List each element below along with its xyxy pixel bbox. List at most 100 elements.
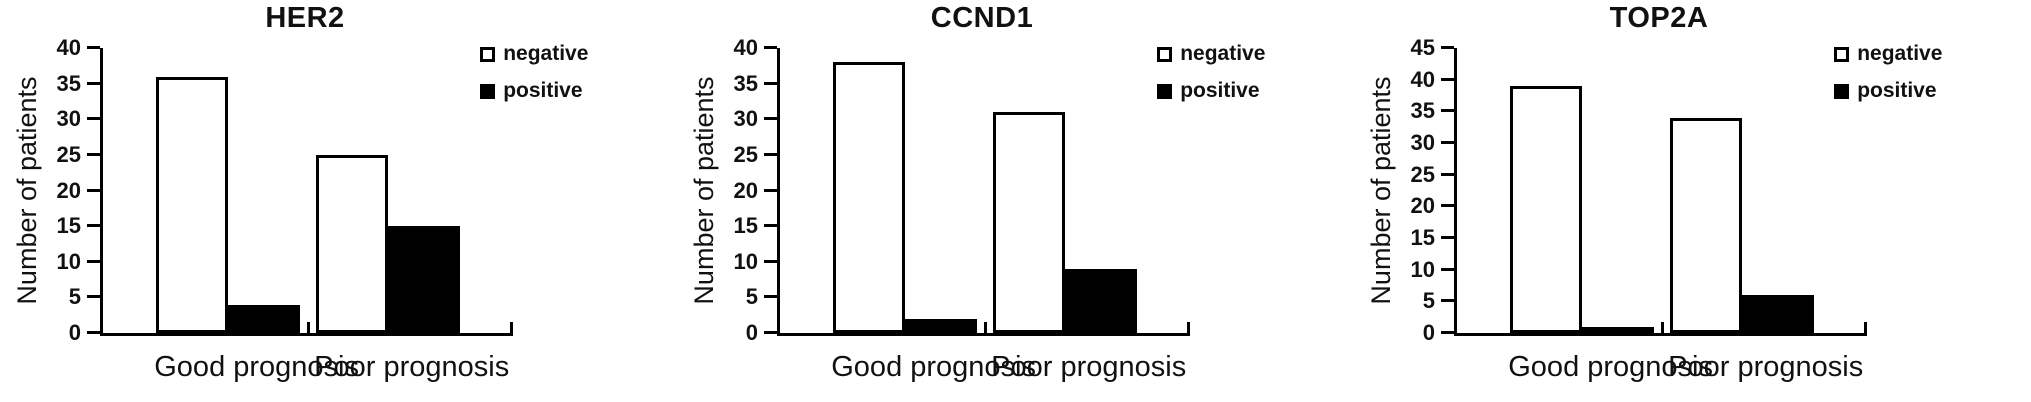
y-axis-tick (764, 81, 777, 85)
y-axis-tick (1441, 46, 1454, 49)
x-axis-category-label: Poor prognosis (991, 351, 1187, 383)
y-axis-tick-label: 35 (56, 70, 81, 96)
x-axis-end-tick (510, 322, 513, 333)
y-axis-tick-label: 0 (745, 320, 758, 345)
y-axis-tick (87, 295, 100, 299)
legend-label: negative (503, 42, 589, 65)
x-axis-category-label: Good prognosis (154, 351, 359, 383)
chart-title: TOP2A (1609, 2, 1709, 34)
legend-entry-negative: negative (1834, 42, 1942, 66)
y-axis-tick (1441, 267, 1454, 271)
y-axis-tick (87, 46, 100, 49)
legend-label: negative (1180, 42, 1266, 65)
y-axis-tick (1441, 141, 1454, 145)
y-axis-tick-label: 35 (1410, 98, 1435, 124)
y-axis-tick-label: 20 (733, 177, 758, 203)
bar-negative (993, 112, 1065, 333)
y-axis-tick (87, 117, 100, 121)
legend: negative positive (480, 42, 588, 116)
y-axis-tick (87, 188, 100, 192)
bar-negative (316, 154, 388, 333)
y-axis-tick-label: 30 (733, 106, 758, 132)
y-axis-tick (764, 117, 777, 121)
y-axis-tick-label: 40 (56, 35, 81, 60)
y-axis-tick (1441, 331, 1454, 334)
y-axis-tick-label: 45 (1410, 35, 1435, 60)
y-axis-tick-label: 15 (1410, 225, 1435, 251)
y-axis-tick-label: 10 (733, 248, 758, 274)
x-axis-mid-tick (307, 322, 310, 333)
bar-positive (905, 318, 977, 333)
legend-swatch-positive-icon (1157, 83, 1173, 99)
legend-label: negative (1857, 42, 1943, 65)
chart-title: CCND1 (930, 2, 1034, 34)
y-axis-tick-label: 35 (733, 70, 758, 96)
plot-area: negative positive 0 5 10 15 20 25 30 35 40 45 Good … (1411, 35, 1943, 383)
bar-positive (228, 304, 300, 333)
legend-swatch-positive-icon (1834, 83, 1850, 99)
legend-label: positive (1180, 79, 1260, 102)
y-axis-tick-label: 15 (56, 213, 81, 239)
legend-entry-positive: positive (1834, 79, 1942, 103)
y-axis-tick-label: 30 (1410, 130, 1435, 156)
legend-swatch-negative-icon (1834, 46, 1850, 62)
legend-swatch-negative-icon (1157, 46, 1173, 62)
legend-entry-positive: positive (1157, 79, 1265, 103)
legend-swatch-positive-icon (480, 83, 496, 99)
y-axis-tick-label: 10 (1410, 256, 1435, 282)
x-axis-category-label: Poor prognosis (314, 351, 510, 383)
legend-label: positive (503, 79, 583, 102)
y-axis-tick-label: 30 (56, 106, 81, 132)
y-axis-tick-label: 20 (56, 177, 81, 203)
y-axis-tick-label: 5 (1422, 288, 1435, 314)
bar-positive (1582, 326, 1654, 333)
y-axis-tick (764, 188, 777, 192)
legend-swatch-negative-icon (480, 46, 496, 62)
y-axis-tick (87, 152, 100, 156)
x-axis-mid-tick (984, 322, 987, 333)
y-axis-tick-label: 40 (1410, 66, 1435, 92)
legend: negative positive (1834, 42, 1942, 116)
y-axis-tick-label: 25 (56, 141, 81, 167)
bar-negative (156, 76, 229, 333)
y-axis-tick-label: 20 (1410, 193, 1435, 219)
x-axis-mid-tick (1661, 322, 1664, 333)
bar-chart: HER2 Number of patients negative positive… (0, 0, 677, 402)
y-axis-tick-label: 25 (1410, 161, 1435, 187)
y-axis-tick (764, 295, 777, 299)
y-axis-tick (764, 331, 777, 334)
bar-chart: TOP2A Number of patients negative positiv… (1354, 0, 2031, 402)
y-axis-tick (87, 331, 100, 334)
y-axis-tick (1441, 77, 1454, 81)
legend-entry-positive: positive (480, 79, 588, 103)
y-axis-tick (1441, 172, 1454, 176)
y-axis-tick-label: 0 (68, 320, 81, 345)
y-axis-tick (764, 152, 777, 156)
bar-negative (1670, 117, 1742, 333)
y-axis-tick (1441, 109, 1454, 113)
legend-entry-negative: negative (480, 42, 588, 66)
y-axis-tick-label: 10 (56, 248, 81, 274)
y-axis-tick-label: 25 (733, 141, 758, 167)
bar-negative (1510, 86, 1583, 333)
x-axis-end-tick (1864, 322, 1867, 333)
x-axis-category-label: Poor prognosis (1668, 351, 1864, 383)
bar-negative (833, 62, 906, 333)
bar-positive (1741, 295, 1814, 333)
legend: negative positive (1157, 42, 1265, 116)
y-axis-tick-label: 5 (745, 284, 758, 310)
bar-positive (1064, 268, 1137, 333)
legend-label: positive (1857, 79, 1937, 102)
bar-chart: CCND1 Number of patients negative positiv… (677, 0, 1354, 402)
y-axis-tick-label: 5 (68, 284, 81, 310)
x-axis-category-label: Good prognosis (831, 351, 1036, 383)
legend-entry-negative: negative (1157, 42, 1265, 66)
y-axis-tick (1441, 299, 1454, 303)
y-axis-tick (1441, 236, 1454, 240)
bar-positive (387, 226, 460, 333)
y-axis-tick-label: 40 (733, 35, 758, 60)
y-axis-tick (764, 224, 777, 228)
chart-title: HER2 (265, 2, 345, 34)
y-axis-tick (1441, 204, 1454, 208)
